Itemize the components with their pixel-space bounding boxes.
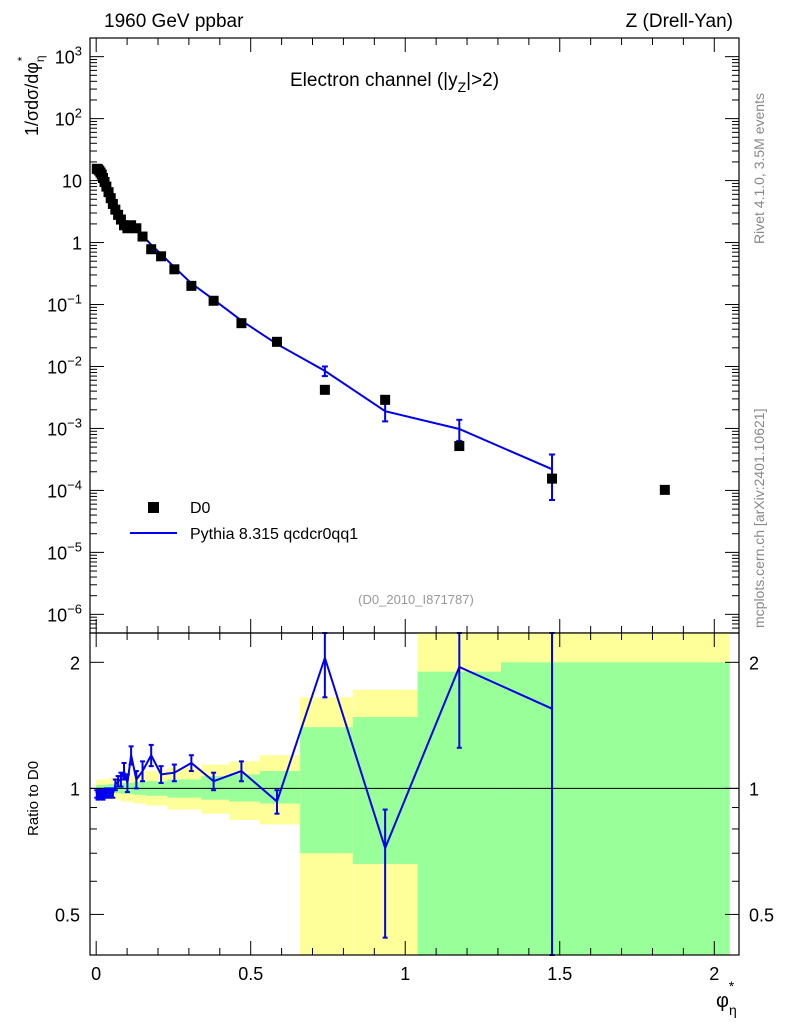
main-series <box>91 163 670 502</box>
band-inner <box>501 662 730 955</box>
main-frame <box>89 37 740 634</box>
band-inner <box>259 771 301 804</box>
y-tick-label: 10−3 <box>47 415 82 439</box>
d0-point <box>101 181 112 192</box>
legend-label-mc: Pythia 8.315 qcdcr0qq1 <box>190 526 358 543</box>
band-inner <box>201 776 230 800</box>
svg-text:φη*: φη* <box>716 978 737 1018</box>
header-left: 1960 GeV ppbar <box>104 11 244 32</box>
ratio-ticks: 0.5 0.5 1 1 2 2 0 0.5 1 1.5 2 <box>55 633 774 984</box>
d0-point <box>110 204 121 215</box>
d0-point <box>107 198 118 209</box>
ratio-y-tick-label-right: 0.5 <box>749 905 774 925</box>
d0-point <box>103 187 114 198</box>
x-tick-label: 0.5 <box>238 964 263 984</box>
ratio-y-tick-label-right: 1 <box>749 779 759 799</box>
d0-point <box>169 264 180 275</box>
y-tick-label: 10−6 <box>47 601 82 625</box>
ratio-ylabel: Ratio to D0 <box>25 761 42 836</box>
d0-point <box>115 214 126 225</box>
x-tick-label: 2 <box>709 964 719 984</box>
d0-point <box>126 220 137 231</box>
y-tick-label: 10 <box>62 172 82 192</box>
d0-point <box>137 231 148 242</box>
d0-point <box>105 193 116 204</box>
y-tick-label: 103 <box>55 44 82 68</box>
d0-point <box>186 280 197 291</box>
d0-point <box>380 394 391 405</box>
ratio-frame <box>89 632 740 956</box>
mc-line <box>96 168 553 471</box>
y-tick-label: 10−2 <box>47 353 82 377</box>
mcplots-label: mcplots.cern.ch [arXiv:2401.10621] <box>751 409 767 628</box>
x-tick-label: 1.5 <box>547 964 572 984</box>
y-tick-label: 102 <box>55 106 82 130</box>
y-tick-label: 10−5 <box>47 539 82 563</box>
d0-point <box>271 336 282 347</box>
d0-point <box>131 223 142 234</box>
ratio-series <box>94 632 555 956</box>
x-axis-label: φη* <box>716 978 737 1018</box>
ratio-y-tick-label: 2 <box>70 653 80 673</box>
band-inner <box>300 727 353 854</box>
x-tick-label: 0 <box>91 964 101 984</box>
main-ylabel: 1/σdσ/dφη* <box>15 55 47 136</box>
ratio-y-tick-label: 1 <box>70 779 80 799</box>
y-tick-label: 10−1 <box>47 292 82 316</box>
ratio-y-tick-label: 0.5 <box>55 905 80 925</box>
svg-text:1/σdσ/dφη*: 1/σdσ/dφη* <box>15 55 47 136</box>
legend: D0 Pythia 8.315 qcdcr0qq1 <box>130 500 358 543</box>
d0-point <box>146 244 157 255</box>
y-tick-label: 1 <box>72 234 82 254</box>
header-right: Z (Drell-Yan) <box>626 11 733 32</box>
d0-point <box>156 251 167 262</box>
d0-point <box>236 318 247 329</box>
ratio-bands <box>96 633 730 955</box>
d0-point <box>208 295 219 306</box>
d0-point <box>547 473 558 484</box>
ratio-panel: 0.5 0.5 1 1 2 2 0 0.5 1 1.5 2 Ratio to D0 φη* <box>25 632 774 1018</box>
d0-point <box>659 484 670 495</box>
analysis-id: (D0_2010_I871787) <box>358 592 474 607</box>
rivet-label: Rivet 4.1.0, 3.5M events <box>751 93 767 244</box>
d0-point <box>319 384 330 395</box>
legend-label-d0: D0 <box>190 500 211 517</box>
x-tick-label: 1 <box>400 964 410 984</box>
d0-point <box>454 441 465 452</box>
y-tick-label: 10−4 <box>47 477 82 501</box>
main-title: Electron channel (|yZ|>2) <box>290 70 499 95</box>
ratio-y-tick-label-right: 2 <box>749 653 759 673</box>
legend-marker-d0 <box>148 502 159 513</box>
